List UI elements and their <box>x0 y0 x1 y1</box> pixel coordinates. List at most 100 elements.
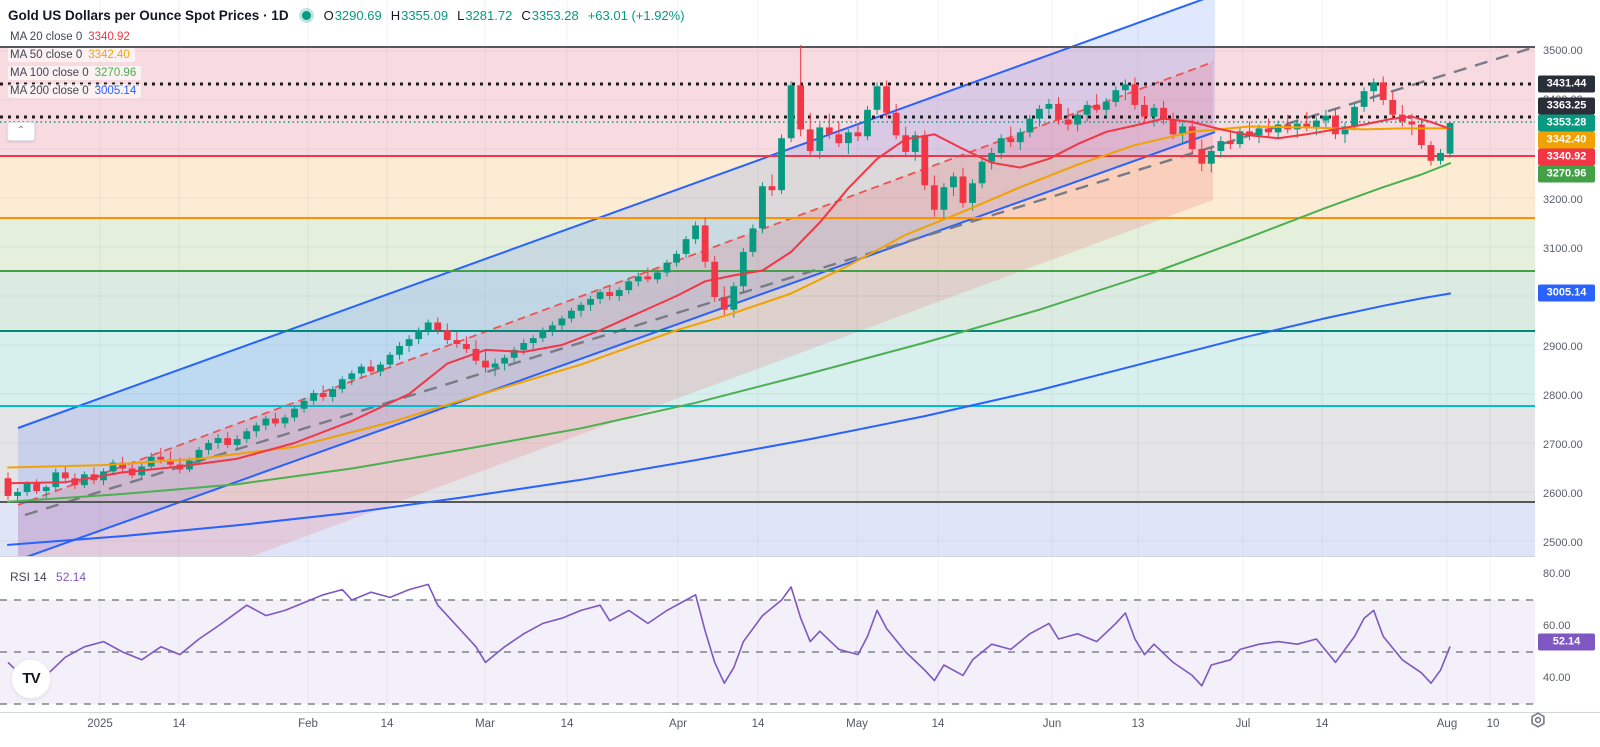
time-tick-label: 10 <box>1486 718 1500 730</box>
ma20-legend-row[interactable]: MA 20 close 0 3340.92 <box>8 30 135 44</box>
red-channel-dashed-line <box>17 61 1214 506</box>
candle-body <box>1150 107 1158 117</box>
candle-body <box>310 393 317 401</box>
ma200-value: 3005.14 <box>94 85 137 97</box>
price-tick-label: 2600.00 <box>1543 488 1583 500</box>
ma200-legend-row[interactable]: MA 200 close 0 3005.14 <box>8 84 142 98</box>
tradingview-logo[interactable]: TV <box>11 659 51 699</box>
ma50-line <box>7 125 1452 469</box>
candle-body <box>405 339 413 346</box>
candle-body <box>930 185 938 210</box>
candle-body <box>1188 126 1196 149</box>
candle-body <box>1351 106 1358 127</box>
time-tick-label: 14 <box>931 718 945 730</box>
candle-body <box>1418 124 1425 146</box>
candle-body <box>33 483 41 492</box>
candle-body <box>1427 145 1435 161</box>
candle-body <box>357 366 365 374</box>
ma50-legend-row[interactable]: MA 50 close 0 3342.40 <box>8 48 135 62</box>
candle-body <box>625 281 633 291</box>
symbol-title[interactable]: Gold US Dollars per Ounce Spot Prices · … <box>8 8 289 23</box>
candle-body <box>367 366 375 372</box>
candle-body <box>1141 104 1148 117</box>
candle-body <box>682 239 690 254</box>
candle-body <box>1016 132 1024 143</box>
candle-body <box>319 393 327 397</box>
candle-body <box>1026 118 1034 133</box>
time-tick-label: 14 <box>560 718 574 730</box>
candle-body <box>1160 107 1167 120</box>
candle-body <box>1045 103 1053 109</box>
ma100-line <box>7 162 1452 503</box>
candle-body <box>338 379 346 390</box>
axis-settings-gear-icon[interactable] <box>1528 710 1548 730</box>
candle-body <box>23 483 31 492</box>
candle-body <box>1217 141 1225 151</box>
candle-body <box>1179 126 1187 135</box>
candle-body <box>386 354 394 365</box>
price-label-chip: 3270.96 <box>1538 165 1595 183</box>
time-tick-label: Jun <box>1042 718 1062 730</box>
candle-body <box>4 478 12 496</box>
candle-body <box>472 348 480 361</box>
candle-body <box>61 472 69 479</box>
candle-body <box>663 262 671 273</box>
candle-body <box>214 438 222 443</box>
candle-body <box>548 325 556 331</box>
candle-body <box>415 330 423 340</box>
price-tick-label: 3200.00 <box>1543 194 1583 206</box>
time-tick-label: Apr <box>669 718 687 730</box>
candle-body <box>1064 119 1072 125</box>
price-tick-label: 3500.00 <box>1543 45 1583 57</box>
candle-body <box>233 439 241 445</box>
candle-body <box>1121 84 1129 91</box>
candle-body <box>892 112 900 136</box>
candle-body <box>568 310 575 319</box>
candle-body <box>864 109 871 137</box>
candle-body <box>1265 128 1272 133</box>
price-label-chip: 3353.28 <box>1538 114 1595 132</box>
candle-body <box>1112 90 1120 102</box>
candle-body <box>1303 123 1311 128</box>
candle-body <box>109 462 117 472</box>
ma100-legend-row[interactable]: MA 100 close 0 3270.96 <box>8 66 142 80</box>
rsi-legend-row[interactable]: RSI 14 52.14 <box>10 570 87 584</box>
price-band <box>0 331 1535 406</box>
candle-body <box>1074 114 1081 125</box>
symbol-legend[interactable]: Gold US Dollars per Ounce Spot Prices · … <box>8 8 685 98</box>
candle-body <box>1437 152 1444 161</box>
candle-body <box>272 418 279 424</box>
candle-body <box>787 85 795 139</box>
candle-body <box>959 176 967 203</box>
candle-body <box>1207 150 1215 164</box>
candle-body <box>539 330 547 339</box>
candle-body <box>749 228 757 252</box>
tradingview-logo-glyph: TV <box>22 670 40 687</box>
candle-body <box>1093 104 1101 110</box>
open-value: 3290.69 <box>334 8 382 23</box>
price-tick-label: 2800.00 <box>1543 390 1583 402</box>
candle-body <box>224 438 232 445</box>
candle-body <box>1236 131 1244 145</box>
time-tick-label: 14 <box>380 718 394 730</box>
price-tick-label: 40.00 <box>1543 672 1571 684</box>
candle-body <box>119 462 126 469</box>
price-band <box>0 156 1535 218</box>
candle-body <box>940 187 948 210</box>
time-tick-label: Jul <box>1235 718 1251 730</box>
candle-body <box>902 135 910 152</box>
candle-body <box>329 389 337 397</box>
price-tick-label: 2700.00 <box>1543 439 1583 451</box>
live-status-icon <box>301 11 311 20</box>
candle-body <box>1246 131 1253 136</box>
time-tick-label: Mar <box>475 718 495 730</box>
time-tick-label: 14 <box>1315 718 1329 730</box>
collapse-legend-button[interactable]: ⌃ <box>7 122 35 141</box>
candle-body <box>510 349 518 358</box>
low-value: 3281.72 <box>465 8 513 23</box>
candle-body <box>969 183 976 203</box>
candle-body <box>1360 91 1368 107</box>
candle-body <box>71 478 79 486</box>
candle-body <box>596 292 604 299</box>
